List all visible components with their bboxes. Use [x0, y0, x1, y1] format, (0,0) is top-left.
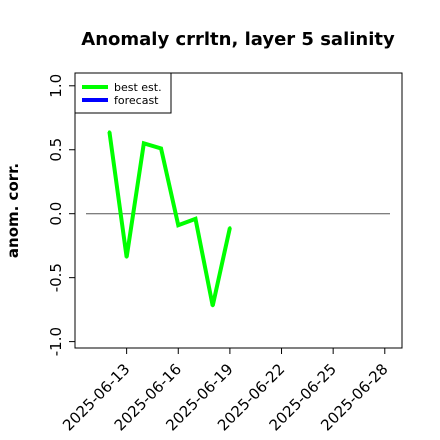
data-point: [193, 217, 197, 221]
plot-frame: [74, 72, 403, 349]
y-tick-label: 0.5: [47, 138, 65, 162]
data-point: [159, 146, 163, 150]
data-point: [211, 304, 215, 308]
y-tick-label: -1.0: [47, 327, 65, 356]
legend-label: forecast: [114, 94, 159, 107]
y-axis-label: anom. corr.: [4, 163, 22, 258]
legend: best est.forecast: [74, 72, 172, 114]
data-point: [228, 226, 232, 230]
plot-area: -1.0-0.50.00.51.02025-06-132025-06-16202…: [47, 72, 403, 434]
legend-label: best est.: [114, 81, 162, 94]
y-tick-label: -0.5: [47, 263, 65, 292]
data-point: [142, 141, 146, 145]
legend-box: [74, 72, 172, 114]
data-point: [125, 255, 129, 259]
series-line-best-estimate: [107, 131, 232, 307]
data-point: [107, 130, 111, 134]
data-point: [176, 223, 180, 227]
y-tick-label: 0.0: [47, 202, 65, 226]
y-tick-label: 1.0: [47, 74, 65, 98]
chart-title: Anomaly crrltn, layer 5 salinity: [81, 29, 395, 50]
